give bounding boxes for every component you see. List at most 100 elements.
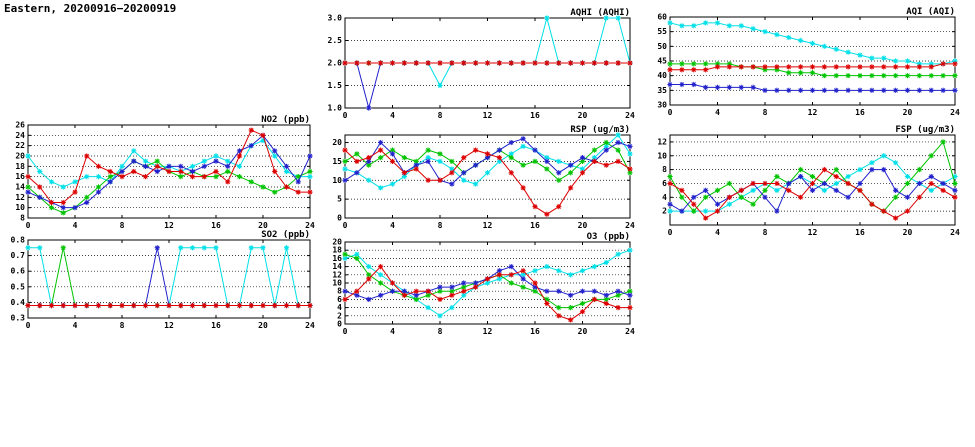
svg-text:20: 20 [903, 108, 913, 117]
svg-text:10: 10 [15, 203, 25, 212]
svg-text:4: 4 [715, 108, 720, 117]
svg-text:4: 4 [73, 321, 78, 330]
svg-text:10: 10 [657, 151, 667, 160]
chart-no2: 8 10 12 14 16 18 20 22 24 26 0 4 8 12 16 20 24 NO2 (ppb) [0, 113, 315, 234]
svg-text:4: 4 [337, 303, 342, 312]
svg-text:20: 20 [332, 238, 342, 247]
svg-text:16: 16 [530, 111, 540, 120]
svg-text:6: 6 [662, 179, 667, 188]
chart-o3: 0 2 4 6 8 10 12 14 16 18 20 0 4 8 12 16 20 24 O3 (ppb) [317, 230, 635, 340]
svg-text:26: 26 [15, 121, 25, 130]
svg-text:20: 20 [578, 327, 588, 336]
svg-text:8: 8 [662, 165, 667, 174]
svg-text:12: 12 [483, 327, 493, 336]
svg-text:16: 16 [530, 327, 540, 336]
chart-fsp: 2 4 6 8 10 12 0 4 8 12 16 20 24 FSP (ug/m3) [642, 123, 960, 241]
page-title: Eastern, 20200916−20200919 [4, 2, 177, 15]
svg-text:24: 24 [625, 111, 635, 120]
svg-text:FSP (ug/m3): FSP (ug/m3) [895, 125, 955, 135]
svg-text:0.6: 0.6 [11, 267, 26, 276]
svg-text:5: 5 [337, 195, 342, 204]
svg-text:4: 4 [390, 111, 395, 120]
svg-text:4: 4 [662, 193, 667, 202]
svg-text:12: 12 [483, 221, 493, 230]
svg-text:0: 0 [26, 321, 31, 330]
svg-text:35: 35 [657, 86, 667, 95]
svg-text:20: 20 [578, 111, 588, 120]
svg-text:4: 4 [390, 221, 395, 230]
chart-aqi: 30 35 40 45 50 55 60 0 4 8 12 16 20 24 AQI (AQI) [642, 5, 960, 121]
svg-text:20: 20 [578, 221, 588, 230]
svg-text:0.3: 0.3 [11, 314, 26, 323]
svg-text:16: 16 [211, 321, 221, 330]
svg-text:AQI (AQI): AQI (AQI) [906, 7, 955, 17]
svg-text:0: 0 [343, 111, 348, 120]
svg-text:20: 20 [903, 228, 913, 237]
svg-text:16: 16 [15, 172, 25, 181]
svg-text:8: 8 [120, 321, 125, 330]
svg-text:14: 14 [15, 183, 25, 192]
svg-text:24: 24 [15, 131, 25, 140]
svg-text:12: 12 [657, 137, 667, 146]
svg-text:0.5: 0.5 [11, 282, 26, 291]
svg-text:0: 0 [668, 108, 673, 117]
svg-text:24: 24 [950, 108, 960, 117]
svg-text:12: 12 [164, 221, 174, 230]
svg-text:8: 8 [763, 108, 768, 117]
svg-text:O3 (ppb): O3 (ppb) [587, 232, 630, 242]
svg-text:0: 0 [343, 327, 348, 336]
svg-text:12: 12 [808, 228, 818, 237]
svg-text:10: 10 [332, 279, 342, 288]
chart-rsp: 0 5 10 15 20 0 4 8 12 16 20 24 RSP (ug/m3) [317, 123, 635, 234]
svg-text:12: 12 [332, 270, 342, 279]
svg-text:0: 0 [337, 214, 342, 223]
svg-text:50: 50 [657, 42, 667, 51]
svg-text:16: 16 [855, 108, 865, 117]
svg-text:40: 40 [657, 71, 667, 80]
svg-text:55: 55 [657, 27, 667, 36]
svg-text:22: 22 [15, 141, 25, 150]
svg-text:12: 12 [483, 111, 493, 120]
svg-text:2: 2 [662, 207, 667, 216]
svg-text:18: 18 [332, 246, 342, 255]
svg-text:20: 20 [15, 152, 25, 161]
svg-text:8: 8 [438, 111, 443, 120]
svg-text:8: 8 [20, 214, 25, 223]
svg-text:3.0: 3.0 [328, 14, 343, 23]
svg-text:8: 8 [337, 287, 342, 296]
svg-text:SO2 (ppb): SO2 (ppb) [261, 230, 310, 240]
svg-text:NO2 (ppb): NO2 (ppb) [261, 115, 310, 125]
svg-text:16: 16 [855, 228, 865, 237]
svg-text:2.0: 2.0 [328, 59, 343, 68]
svg-text:0.4: 0.4 [11, 298, 26, 307]
svg-text:18: 18 [15, 162, 25, 171]
svg-text:30: 30 [657, 101, 667, 110]
svg-text:0: 0 [343, 221, 348, 230]
svg-text:14: 14 [332, 262, 342, 271]
svg-text:0: 0 [668, 228, 673, 237]
svg-text:4: 4 [390, 327, 395, 336]
svg-text:24: 24 [950, 228, 960, 237]
svg-text:8: 8 [438, 221, 443, 230]
svg-text:0.7: 0.7 [11, 251, 26, 260]
svg-text:1.0: 1.0 [328, 104, 343, 113]
svg-text:60: 60 [657, 13, 667, 22]
svg-text:16: 16 [211, 221, 221, 230]
svg-text:20: 20 [258, 321, 268, 330]
svg-text:16: 16 [530, 221, 540, 230]
svg-text:16: 16 [332, 254, 342, 263]
svg-text:24: 24 [305, 321, 315, 330]
svg-text:RSP (ug/m3): RSP (ug/m3) [570, 125, 630, 135]
svg-text:0: 0 [26, 221, 31, 230]
svg-text:4: 4 [715, 228, 720, 237]
svg-text:2: 2 [337, 311, 342, 320]
svg-text:24: 24 [305, 221, 315, 230]
chart-so2: 0.3 0.4 0.5 0.6 0.7 0.8 0 4 8 12 16 20 24 SO2 (ppb) [0, 228, 315, 334]
svg-text:24: 24 [625, 327, 635, 336]
svg-text:10: 10 [332, 176, 342, 185]
svg-text:8: 8 [438, 327, 443, 336]
svg-text:15: 15 [332, 157, 342, 166]
svg-text:0: 0 [337, 320, 342, 329]
svg-text:8: 8 [120, 221, 125, 230]
